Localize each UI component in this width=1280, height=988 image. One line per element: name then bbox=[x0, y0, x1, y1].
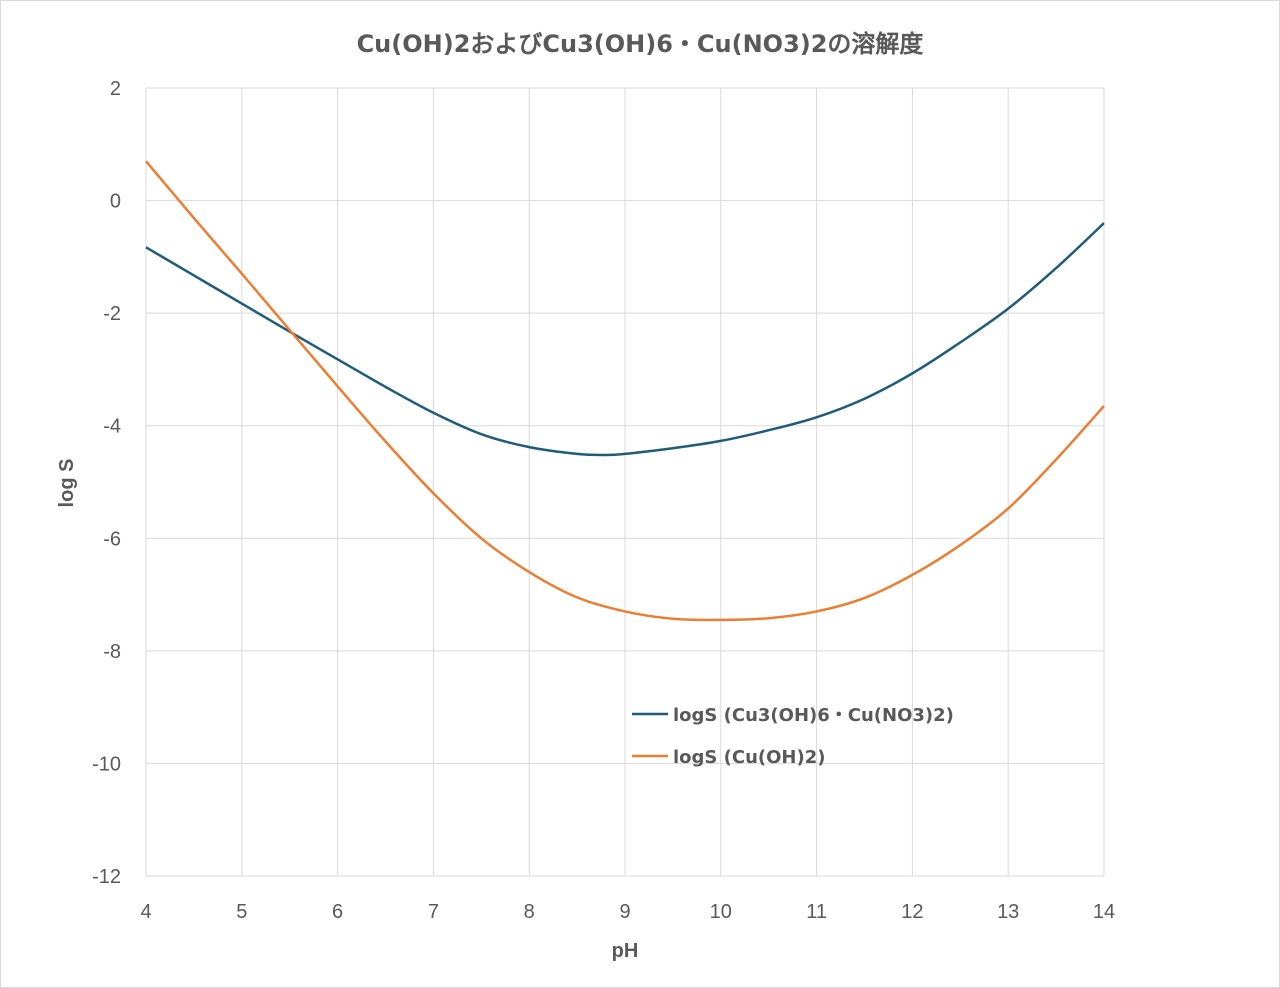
tick-layer: 4 5 6 7 8 9 10 11 12 13 14 2 0 -2 -4 -6 -8 -10 -12 bbox=[92, 78, 1115, 923]
y-tick-label: -4 bbox=[103, 416, 121, 438]
y-tick-label: -8 bbox=[103, 641, 121, 663]
y-tick-label: -2 bbox=[103, 303, 121, 325]
chart-title: Cu(OH)2およびCu3(OH)6・Cu(NO3)2の溶解度 bbox=[357, 30, 925, 58]
y-tick-label: -10 bbox=[92, 753, 121, 775]
x-tick-label: 5 bbox=[236, 901, 247, 923]
legend: logS (Cu3(OH)6・Cu(NO3)2) logS (Cu(OH)2) bbox=[632, 705, 954, 768]
y-tick-label: -6 bbox=[103, 528, 121, 550]
x-tick-label: 4 bbox=[140, 901, 151, 923]
x-tick-label: 8 bbox=[524, 901, 535, 923]
series-line-cu-oh2 bbox=[145, 160, 1105, 622]
x-tick-label: 12 bbox=[901, 901, 923, 923]
x-axis-title: pH bbox=[612, 940, 639, 962]
x-tick-label: 14 bbox=[1093, 901, 1115, 923]
x-tick-label: 11 bbox=[806, 901, 827, 923]
legend-label-cuoh2: logS (Cu(OH)2) bbox=[673, 747, 825, 768]
x-tick-label: 6 bbox=[332, 901, 343, 923]
x-tick-label: 9 bbox=[619, 901, 630, 923]
x-tick-label: 7 bbox=[428, 901, 439, 923]
y-tick-label: 0 bbox=[110, 191, 121, 213]
y-tick-label: 2 bbox=[110, 78, 121, 100]
series-line-cu3-oh6-cu-no3-2 bbox=[145, 222, 1105, 457]
legend-label-cu3: logS (Cu3(OH)6・Cu(NO3)2) bbox=[673, 705, 954, 726]
x-tick-label: 13 bbox=[997, 901, 1019, 923]
x-tick-label: 10 bbox=[710, 901, 732, 923]
y-axis-title: log S bbox=[56, 459, 78, 508]
y-tick-label: -12 bbox=[92, 866, 121, 888]
series-layer bbox=[145, 160, 1105, 622]
grid-layer bbox=[145, 87, 1105, 877]
